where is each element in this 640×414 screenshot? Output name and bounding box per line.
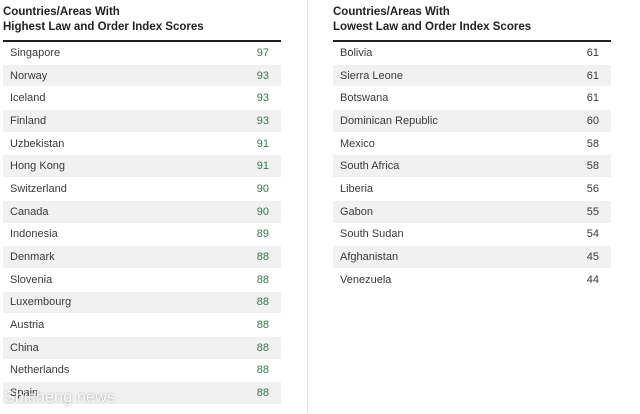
highest-country-name: Netherlands <box>10 364 70 377</box>
highest-score-value: 88 <box>256 251 269 264</box>
highest-score-value: 91 <box>256 137 269 150</box>
lowest-title-line-2: Lowest Law and Order Index Scores <box>333 21 532 33</box>
highest-country-name: Switzerland <box>10 182 67 195</box>
highest-score-value: 93 <box>256 92 269 105</box>
lowest-score-value: 56 <box>586 182 599 195</box>
lowest-country-name: Bolivia <box>340 46 373 59</box>
highest-scores-panel: Countries/Areas With Highest Law and Ord… <box>3 0 281 405</box>
lowest-country-name: Afghanistan <box>340 251 399 264</box>
highest-table-row: Luxembourg 88 <box>3 291 281 315</box>
highest-country-name: Iceland <box>10 92 46 105</box>
highest-score-value: 93 <box>256 69 269 82</box>
highest-score-value: 88 <box>256 387 269 400</box>
highest-title-rule <box>3 40 281 42</box>
highest-score-value: 88 <box>256 296 269 309</box>
highest-table-row: Slovenia 88 <box>3 268 281 292</box>
highest-table-row: Singapore 97 <box>3 42 281 65</box>
highest-table-row: Iceland 93 <box>3 87 281 111</box>
highest-table-row: Finland 93 <box>3 110 281 133</box>
highest-score-value: 90 <box>256 205 269 218</box>
lowest-scores-table: Bolivia 61 Sierra Leone 61 Botswana 61 Dominic… <box>333 42 611 292</box>
highest-country-name: Hong Kong <box>10 160 66 173</box>
lowest-country-name: Mexico <box>340 137 375 150</box>
highest-country-name: Luxembourg <box>10 296 72 309</box>
highest-score-value: 88 <box>256 341 269 354</box>
lowest-score-value: 54 <box>586 228 599 241</box>
highest-country-name: Canada <box>10 205 49 218</box>
highest-country-name: China <box>10 341 39 354</box>
lowest-table-row: Sierra Leone 61 <box>333 64 611 88</box>
lowest-country-name: Sierra Leone <box>340 69 403 82</box>
lowest-scores-title: Countries/Areas With Lowest Law and Orde… <box>333 0 611 40</box>
lowest-scores-panel: Countries/Areas With Lowest Law and Orde… <box>333 0 611 292</box>
lowest-table-row: Botswana 61 <box>333 87 611 111</box>
lowest-country-name: Liberia <box>340 182 374 195</box>
lowest-table-row: Afghanistan 45 <box>333 246 611 269</box>
highest-table-row: Indonesia 89 <box>3 223 281 247</box>
lowest-score-value: 58 <box>586 160 599 173</box>
highest-score-value: 90 <box>256 182 269 195</box>
lowest-country-name: Gabon <box>340 205 374 218</box>
highest-title-line-1: Countries/Areas With <box>3 6 120 18</box>
highest-table-row: Canada 90 <box>3 200 281 224</box>
highest-country-name: Singapore <box>10 46 61 59</box>
highest-country-name: Finland <box>10 114 47 127</box>
lowest-table-row: Mexico 58 <box>333 132 611 156</box>
highest-table-row: Switzerland 90 <box>3 178 281 201</box>
lowest-country-name: South Africa <box>340 160 400 173</box>
highest-table-row: Netherlands 88 <box>3 359 281 383</box>
highest-scores-table: Singapore 97 Norway 93 Iceland 93 Finland 93 Uzb… <box>3 42 281 405</box>
highest-country-name: Slovenia <box>10 273 53 286</box>
highest-score-value: 89 <box>256 228 269 241</box>
lowest-table-row: Gabon 55 <box>333 200 611 224</box>
lowest-table-row: South Africa 58 <box>333 155 611 179</box>
highest-table-row: Uzbekistan 91 <box>3 132 281 156</box>
lowest-table-row: South Sudan 54 <box>333 223 611 247</box>
highest-score-value: 88 <box>256 364 269 377</box>
highest-table-row: Spain 88 <box>3 382 281 405</box>
lowest-title-line-1: Countries/Areas With <box>333 6 450 18</box>
lowest-country-name: Botswana <box>340 92 389 105</box>
lowest-score-value: 44 <box>586 273 599 286</box>
watermark-text: Shicheng news <box>4 389 116 406</box>
highest-title-line-2: Highest Law and Order Index Scores <box>3 21 204 33</box>
highest-country-name: Denmark <box>10 251 55 264</box>
lowest-score-value: 61 <box>586 92 599 105</box>
lowest-score-value: 58 <box>586 137 599 150</box>
highest-scores-title: Countries/Areas With Highest Law and Ord… <box>3 0 281 40</box>
highest-table-row: Hong Kong 91 <box>3 155 281 179</box>
lowest-country-name: South Sudan <box>340 228 404 241</box>
highest-country-name: Austria <box>10 319 45 332</box>
lowest-title-rule <box>333 40 611 42</box>
lowest-score-value: 61 <box>586 69 599 82</box>
lowest-table-row: Liberia 56 <box>333 178 611 201</box>
lowest-score-value: 55 <box>586 205 599 218</box>
highest-score-value: 88 <box>256 273 269 286</box>
lowest-score-value: 61 <box>586 46 599 59</box>
lowest-table-row: Bolivia 61 <box>333 42 611 65</box>
lowest-score-value: 60 <box>586 114 599 127</box>
highest-score-value: 93 <box>256 114 269 127</box>
highest-score-value: 97 <box>256 46 269 59</box>
highest-table-row: Austria 88 <box>3 314 281 337</box>
highest-country-name: Spain <box>10 387 39 400</box>
lowest-table-row: Venezuela 44 <box>333 268 611 292</box>
highest-country-name: Uzbekistan <box>10 137 65 150</box>
panel-divider <box>307 0 308 414</box>
highest-country-name: Norway <box>10 69 48 82</box>
lowest-country-name: Venezuela <box>340 273 392 286</box>
highest-table-row: Denmark 88 <box>3 246 281 269</box>
lowest-score-value: 45 <box>586 251 599 264</box>
highest-country-name: Indonesia <box>10 228 58 241</box>
highest-table-row: China 88 <box>3 336 281 360</box>
highest-table-row: Norway 93 <box>3 64 281 88</box>
lowest-country-name: Dominican Republic <box>340 114 438 127</box>
highest-score-value: 91 <box>256 160 269 173</box>
highest-score-value: 88 <box>256 319 269 332</box>
lowest-table-row: Dominican Republic 60 <box>333 110 611 133</box>
